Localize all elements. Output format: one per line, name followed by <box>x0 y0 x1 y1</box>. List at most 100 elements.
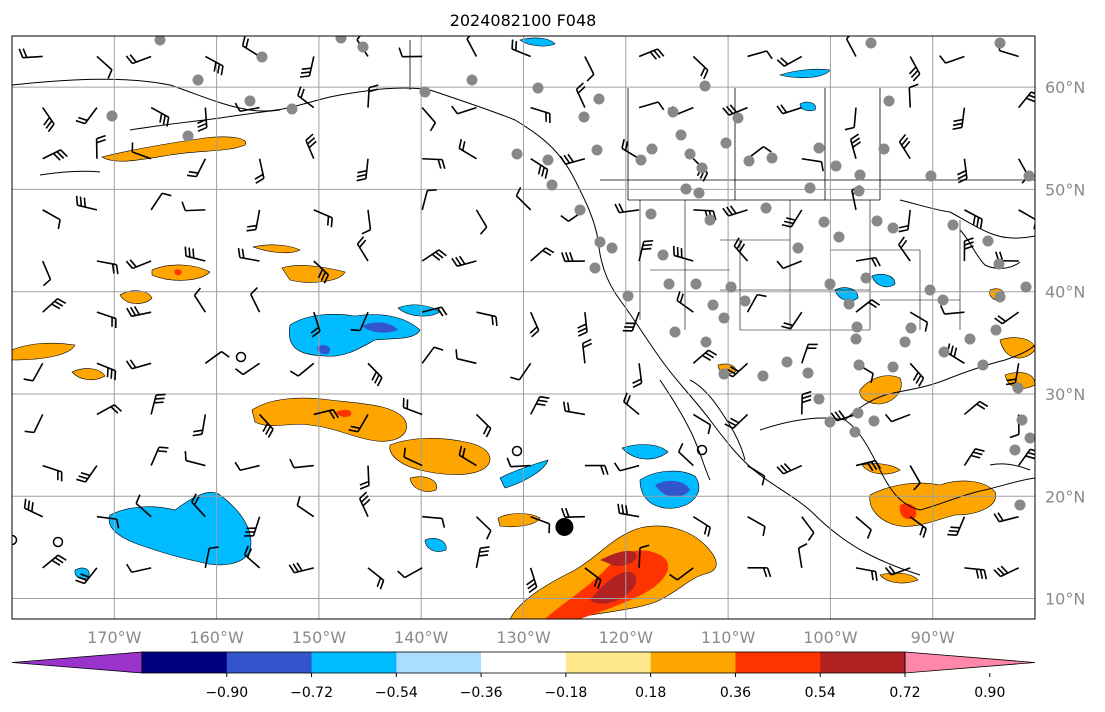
wind-barb <box>397 567 423 579</box>
station-dot <box>699 80 711 92</box>
wind-barb <box>422 515 446 528</box>
wind-barb <box>356 236 369 262</box>
wind-barb <box>776 55 803 67</box>
wind-barb <box>193 287 207 313</box>
station-dot <box>574 204 586 216</box>
colorbar-tick-label: −0.54 <box>375 685 418 701</box>
station-dot <box>813 393 825 405</box>
wind-barb <box>234 461 260 471</box>
colorbar: −0.90 −0.72 −0.54 −0.36 −0.18 0.18 0.36 0.54 0.7… <box>11 651 1036 701</box>
station-dot <box>720 137 732 149</box>
latitude-tick-label: 30°N <box>1045 385 1085 404</box>
wind-barb <box>150 446 169 466</box>
station-dot <box>849 426 861 438</box>
station-dot <box>154 36 166 46</box>
calm-wind-circle <box>52 536 64 548</box>
wind-barb <box>42 209 61 230</box>
station-dot <box>690 278 702 290</box>
wind-barb <box>672 245 694 262</box>
colorbar-segment <box>226 652 313 673</box>
wind-barb <box>359 465 370 490</box>
station-dot <box>511 148 523 160</box>
wind-barb <box>677 442 694 467</box>
wind-barb <box>243 545 261 569</box>
station-dot <box>739 295 751 307</box>
wind-barb <box>632 363 643 388</box>
station-dot <box>924 284 936 296</box>
wind-barb <box>993 512 1019 523</box>
wind-barb <box>367 567 385 590</box>
wind-barb <box>367 84 379 108</box>
wind-barb <box>621 138 640 160</box>
station-dot <box>990 324 1002 336</box>
station-dot <box>977 359 989 371</box>
wind-barb <box>350 311 369 332</box>
wind-barb <box>204 546 219 569</box>
wind-barb <box>776 104 802 115</box>
wind-barb <box>458 445 477 467</box>
wind-barb <box>466 36 478 57</box>
station-dot <box>760 202 772 214</box>
wind-barb <box>845 36 857 57</box>
colorbar-segment <box>481 652 567 673</box>
wind-barb <box>421 249 447 262</box>
wind-barb <box>42 107 55 133</box>
colorbar-segment <box>396 652 482 673</box>
wind-barb <box>356 158 369 182</box>
station-dot <box>182 130 194 142</box>
wind-barb <box>506 457 531 468</box>
station-dot <box>843 298 855 310</box>
chart-title: 2024082100 F048 <box>450 11 597 30</box>
wind-barb <box>830 410 857 422</box>
station-dot <box>937 294 949 306</box>
wind-barb <box>581 338 593 364</box>
wind-barb <box>299 56 315 78</box>
wind-barb <box>575 82 586 108</box>
wind-barb <box>24 414 44 434</box>
wind-barb <box>475 209 488 235</box>
wind-barb <box>909 516 927 538</box>
station-dot <box>1012 382 1024 394</box>
station-dot <box>663 278 675 290</box>
wind-barb <box>125 359 152 370</box>
wind-barb <box>530 515 551 534</box>
wind-barb <box>96 260 119 275</box>
wind-barb <box>402 397 423 416</box>
wind-barb <box>515 186 532 211</box>
wind-barb <box>204 55 224 76</box>
longitude-tick-label: 140°W <box>394 628 449 647</box>
wind-barb <box>669 567 694 581</box>
longitude-tick-label: 160°W <box>189 628 244 647</box>
station-dot <box>813 142 825 154</box>
station-dot <box>542 154 554 166</box>
colorbar-tick-label: 0.72 <box>889 685 920 701</box>
station-dot <box>1009 444 1021 456</box>
wind-barb <box>530 247 555 262</box>
colorbar-tick-label: 0.90 <box>974 685 1005 701</box>
colorbar-upper-extend <box>904 651 1036 674</box>
station-dot <box>680 183 692 195</box>
colorbar-tick-label: −0.90 <box>205 685 248 701</box>
station-dot <box>802 367 814 379</box>
station-dot <box>850 333 862 345</box>
wind-barb <box>993 565 1019 578</box>
wind-barb <box>42 554 67 569</box>
wind-barb <box>638 101 665 111</box>
wind-barb <box>722 205 748 217</box>
wind-barb <box>75 107 98 125</box>
wind-barb <box>361 209 372 235</box>
station-dot <box>622 290 634 302</box>
calm-wind-circle <box>235 351 247 363</box>
wind-barb <box>898 236 911 262</box>
station-dot <box>589 262 601 274</box>
wind-barb <box>855 567 878 581</box>
wind-barb <box>42 149 68 161</box>
wind-barb <box>421 107 437 132</box>
wind-barb <box>475 516 492 540</box>
wind-barb <box>296 496 315 518</box>
wind-barb <box>781 311 803 330</box>
wind-barb <box>692 413 712 435</box>
wind-barb <box>855 299 881 313</box>
wind-barb <box>529 395 550 415</box>
station-dot <box>1023 170 1035 182</box>
